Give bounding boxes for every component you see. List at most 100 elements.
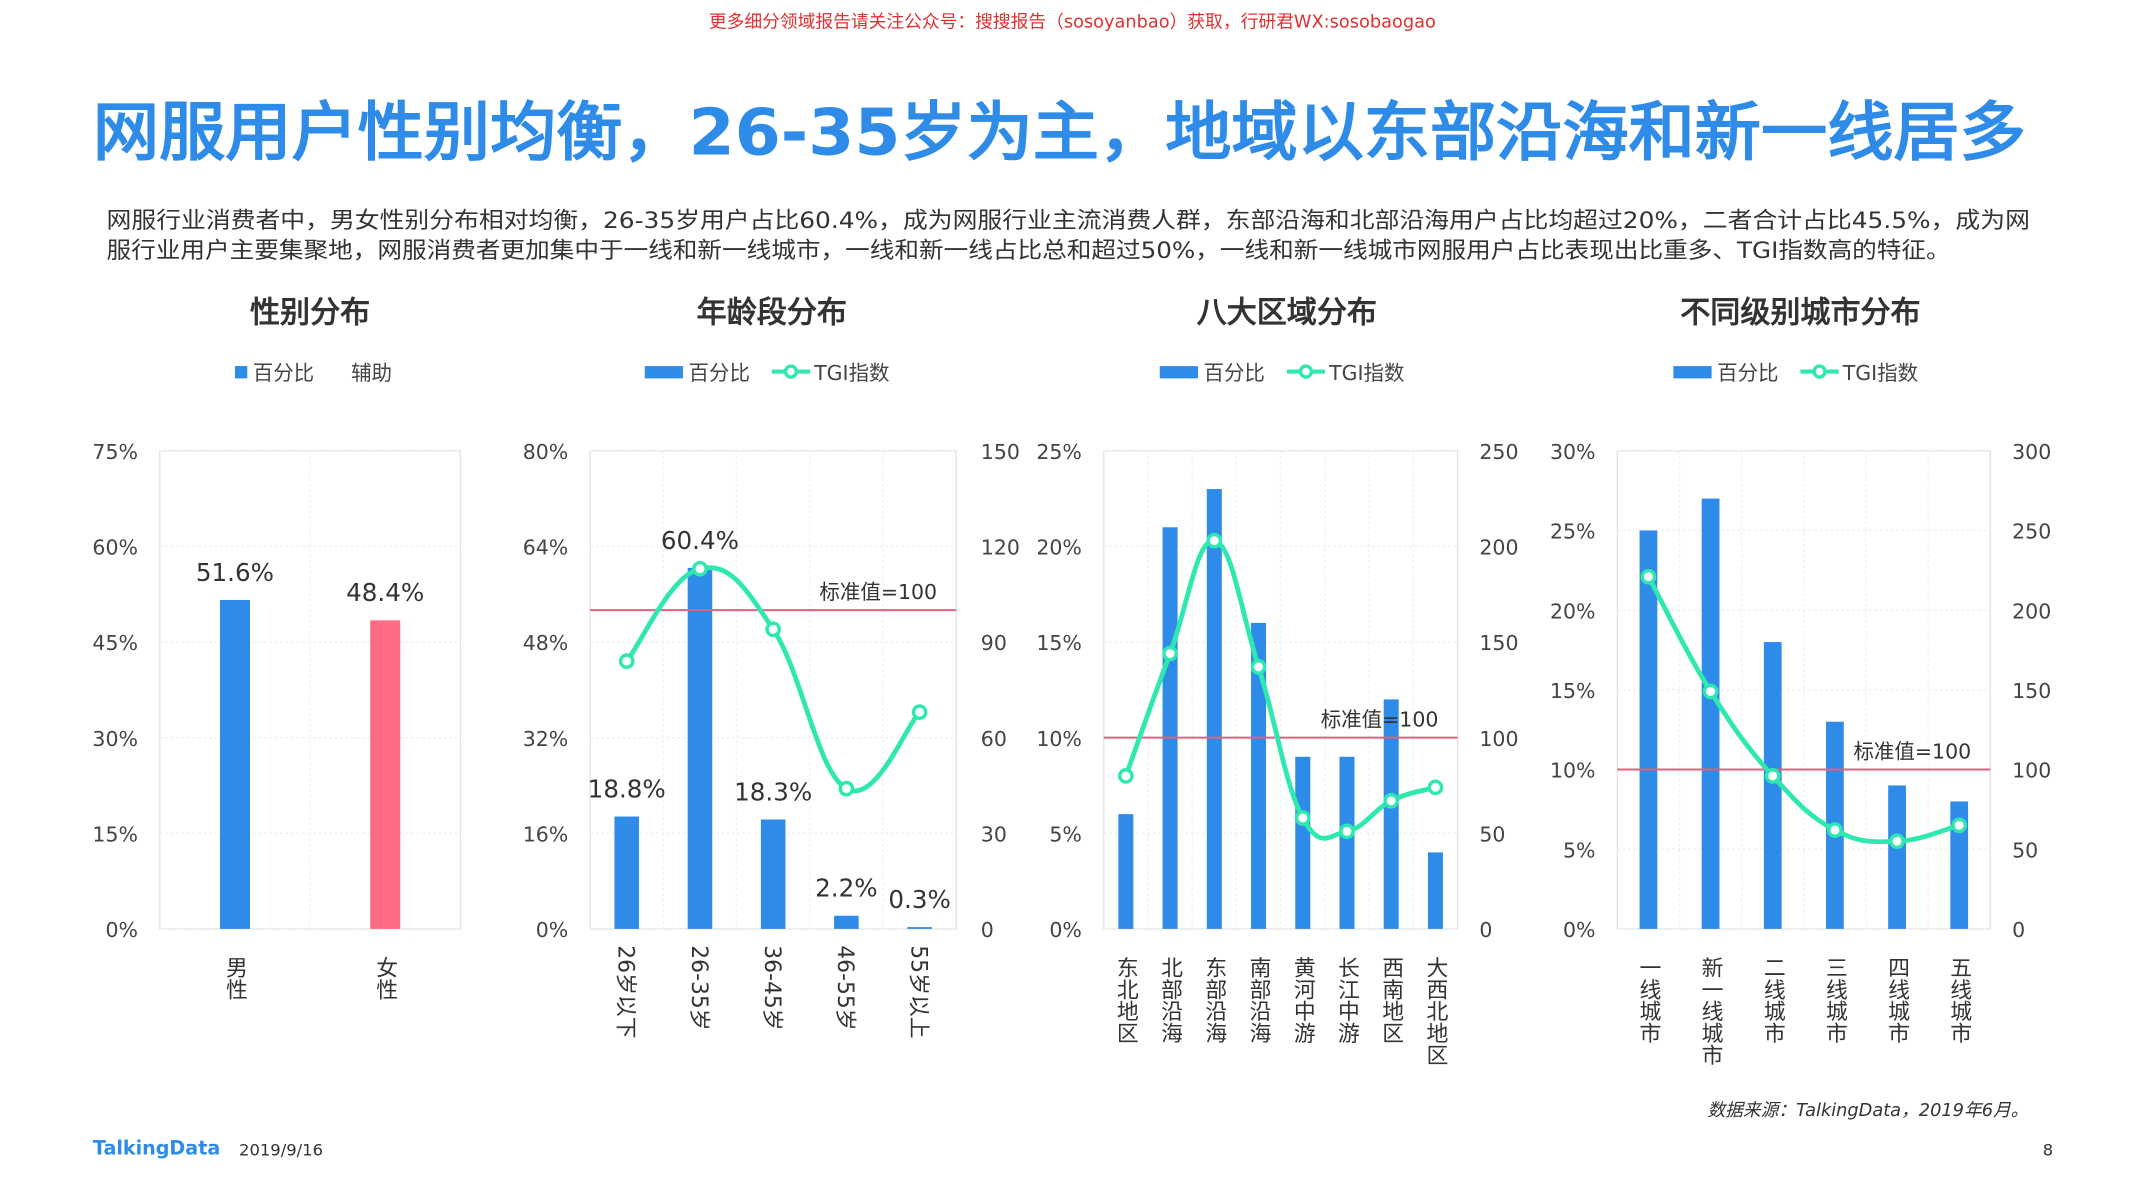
bar (1427, 852, 1443, 929)
y2-tick-label: 90 (981, 631, 1007, 655)
bar (834, 915, 859, 929)
bar (907, 927, 932, 929)
standard-label: 标准值=100 (1321, 708, 1439, 732)
category-label: 55岁以上 (905, 945, 930, 1038)
bar (1383, 699, 1399, 929)
category-label: 黄河中游 (1290, 956, 1315, 1044)
data-label: 18.8% (588, 774, 666, 803)
tgi-point (1339, 823, 1355, 840)
legend-label: 百分比 (1203, 361, 1264, 385)
legend-bar-swatch (644, 366, 684, 379)
legend-marker (783, 364, 799, 379)
bar (370, 620, 401, 929)
bar (1339, 756, 1355, 929)
y-tick-label: 10% (1550, 759, 1596, 783)
y-tick-label: 20% (1036, 536, 1082, 560)
y2-tick-label: 100 (1479, 727, 1518, 751)
bar (687, 567, 713, 929)
tgi-point (1383, 792, 1400, 809)
y2-tick-label: 50 (2012, 838, 2038, 862)
category-label: 大西北地区 (1423, 956, 1448, 1065)
legend-bar-swatch (1673, 366, 1712, 379)
bar (1118, 814, 1134, 929)
category-label: 男性 (222, 956, 247, 1000)
y-tick-label: 80% (523, 440, 569, 464)
bar (614, 816, 640, 929)
category-label: 南部沿海 (1246, 956, 1271, 1044)
data-label: 18.3% (734, 777, 812, 806)
report-date: 2019/9/16 (239, 1141, 323, 1160)
category-label: 长江中游 (1334, 956, 1359, 1044)
bar (1295, 756, 1311, 929)
tgi-point (1162, 645, 1178, 662)
legend-label: 辅助 (351, 361, 392, 385)
y-tick-label: 10% (1036, 727, 1082, 751)
y-tick-label: 30% (1550, 440, 1596, 464)
category-label: 北部沿海 (1158, 956, 1183, 1044)
bar (1888, 785, 1906, 929)
y-tick-label: 30% (92, 727, 138, 751)
tgi-point (1951, 817, 1968, 834)
category-label: 西南地区 (1379, 956, 1404, 1043)
y2-tick-label: 150 (981, 440, 1020, 464)
category-label: 三线城市 (1822, 956, 1847, 1044)
y2-tick-label: 60 (981, 727, 1007, 751)
y2-tick-label: 120 (981, 536, 1020, 560)
y-tick-label: 15% (1550, 679, 1596, 703)
legend-label: TGI指数 (813, 361, 889, 385)
tgi-point (1427, 779, 1444, 796)
tgi-point (1206, 532, 1223, 549)
summary-line-1: 网服行业消费者中，男女性别分布相对均衡，26-35岁用户占比60.4%，成为网服… (107, 208, 2030, 234)
chart-title: 性别分布 (250, 295, 370, 330)
tgi-point (618, 653, 635, 670)
y-tick-label: 0% (1563, 918, 1596, 942)
bar (1639, 530, 1658, 929)
y2-tick-label: 0 (1479, 918, 1492, 942)
bar (760, 819, 786, 929)
y-tick-label: 16% (523, 822, 569, 846)
y2-tick-label: 100 (2012, 759, 2051, 783)
page-number: 8 (2043, 1141, 2053, 1160)
page-title: 网服用户性别均衡，26-35岁为主，地域以东部沿海和新一线居多 (93, 95, 2026, 170)
bar (219, 599, 250, 929)
y2-tick-label: 150 (2012, 679, 2051, 703)
data-label: 60.4% (661, 526, 739, 555)
standard-label: 标准值=100 (819, 580, 937, 604)
legend-label: TGI指数 (1328, 361, 1404, 385)
bar (1162, 527, 1178, 929)
category-label: 26-35岁 (686, 945, 711, 1030)
legend-label: 百分比 (253, 361, 314, 385)
data-label: 2.2% (815, 874, 877, 903)
category-label: 二线城市 (1760, 956, 1785, 1044)
y-tick-label: 5% (1049, 822, 1082, 846)
tgi-point (1640, 568, 1657, 585)
y-tick-label: 45% (92, 631, 138, 655)
bar (1251, 622, 1267, 929)
y2-tick-label: 0 (981, 918, 994, 942)
legend-marker (1812, 364, 1827, 379)
y2-tick-label: 200 (2012, 599, 2051, 623)
y2-tick-label: 30 (981, 822, 1007, 846)
y2-tick-label: 250 (2012, 520, 2051, 544)
y-tick-label: 64% (523, 536, 569, 560)
tgi-point (1118, 768, 1134, 784)
chart-title: 八大区域分布 (1197, 295, 1377, 330)
y-tick-label: 5% (1563, 838, 1596, 862)
y2-tick-label: 300 (2012, 440, 2051, 464)
tgi-point (1764, 768, 1781, 784)
y-tick-label: 0% (105, 918, 137, 942)
category-label: 五线城市 (1947, 956, 1972, 1044)
tgi-point (1827, 822, 1843, 838)
category-label: 一线城市 (1636, 956, 1661, 1044)
bar (1950, 801, 1969, 929)
legend-label: 百分比 (1717, 361, 1778, 385)
data-label: 0.3% (888, 885, 950, 914)
y2-tick-label: 250 (1479, 440, 1518, 464)
tgi-point (1702, 683, 1719, 700)
